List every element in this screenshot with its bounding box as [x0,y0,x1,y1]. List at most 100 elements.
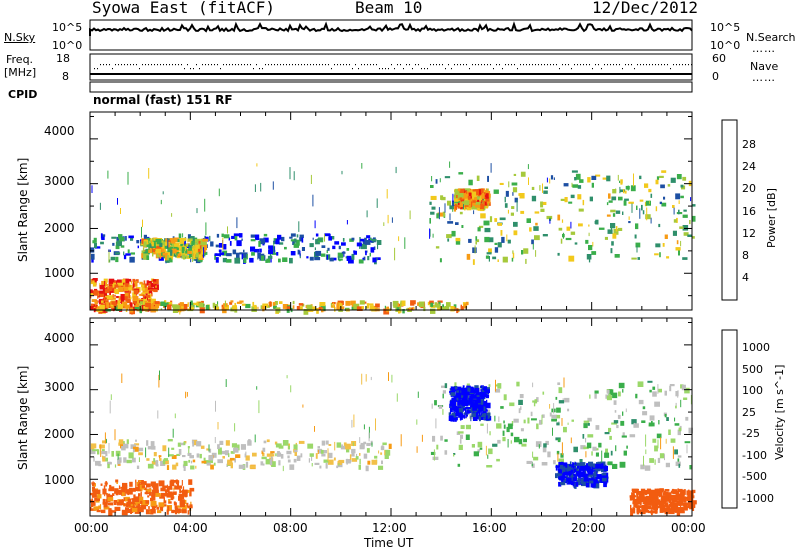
velocity-scatter-cell [593,471,597,476]
velocity-scatter-cell [461,389,467,396]
velocity-scatter-cell [644,492,651,495]
nsky-trace [89,21,693,36]
nave-dot [355,64,356,66]
velocity-scatter-cell [645,495,651,499]
power-scatter-cell [219,252,225,256]
power-scatter-cell [314,256,321,261]
power-scatter-cell [269,246,276,252]
power-scatter-cell [190,246,196,250]
velocity-scatter-cell [356,453,358,457]
power-scatter-cell [121,296,127,301]
power-scatter-cell [691,204,696,207]
power-scatter-cell [471,204,478,210]
velocity-ylabel: Slant Range [km] [16,365,30,470]
power-scatter-cell [205,222,207,236]
velocity-scatter-cell [567,422,569,425]
power-scatter-cell [542,201,547,205]
velocity-scatter-cell [113,502,117,505]
velocity-scatter-cell [586,463,590,468]
power-scatter-cell [273,241,275,254]
power-scatter-cell [118,299,125,303]
power-scatter-cell [610,248,613,254]
power-scatter-cell [623,189,625,194]
power-scatter-cell [148,240,151,244]
velocity-scatter-cell [249,465,256,469]
velocity-scatter-cell [579,459,583,463]
velocity-scatter-cell [132,449,135,453]
velocity-scatter-cell [645,505,652,510]
power-scatter-cell [316,308,319,314]
velocity-scatter-cell [477,398,481,404]
velocity-scatter-cell [179,489,181,494]
power-scatter-cell [173,237,179,242]
nave-dot [628,64,629,66]
power-scatter-cell [158,251,161,255]
velocity-scatter-cell [270,451,275,454]
xtick-0000: 00:00 [74,521,109,535]
power-scatter-cell [202,238,209,242]
velocity-scatter-cell [172,428,174,438]
velocity-scatter-cell [560,462,564,465]
nave-dot [340,64,341,66]
nave-dot [556,64,557,66]
velocity-scatter-cell [633,495,637,498]
velocity-scatter-cell [227,459,233,466]
nave-dot [529,64,530,66]
velocity-scatter-cell [262,463,265,466]
power-scatter-cell [132,278,136,283]
power-scatter-cell [181,246,185,251]
power-scatter-cell [129,302,133,308]
nave-dot [325,64,326,66]
nave-dot [391,64,392,66]
power-scatter-cell [159,243,163,247]
velocity-scatter-cell [162,459,166,465]
velocity-scatter-cell [580,471,584,475]
velocity-scatter-cell [572,477,577,482]
power-scatter-cell [273,305,277,309]
velocity-scatter-cell [652,494,655,499]
power-scatter-cell [655,179,659,185]
power-scatter-cell [366,235,371,239]
power-scatter-cell [434,302,437,308]
power-scatter-cell [639,199,644,202]
velocity-scatter-cell [465,407,471,410]
plot-title: Syowa East (fitACF) [92,0,276,17]
nave-dot [151,64,152,66]
velocity-scatter-cell [502,436,506,442]
velocity-scatter-cell [319,449,323,454]
velocity-scatter-cell [99,444,105,449]
power-scatter-cell [476,175,480,181]
velocity-scatter-cell [683,504,688,510]
power-scatter-cell [635,223,639,230]
nave-dot [439,64,440,66]
nave-dot [157,64,158,66]
power-scatter-cell [234,257,241,264]
power-scatter-cell [150,298,156,304]
nave-dot [430,64,431,66]
velocity-scatter-cell [293,458,297,463]
velocity-scatter-cell [642,411,648,416]
power-scatter-cell [246,254,248,260]
velocity-scatter-cell [128,487,133,491]
power-scatter-cell [150,306,156,313]
power-scatter-cell [195,244,200,250]
nave-dot [622,68,623,70]
power-scatter-cell [119,236,125,242]
power-scatter-cell [249,257,254,263]
power-scatter-cell [189,240,193,244]
velocity-scatter-cell [639,509,646,515]
velocity-scatter-cell [135,481,137,488]
velocity-scatter-cell [334,441,336,451]
velocity-scatter-cell [217,459,223,464]
power-scatter-cell [117,303,124,309]
power-scatter-cell [560,198,566,201]
power-scatter-cell [154,304,157,308]
velocity-scatter-cell [138,480,142,483]
power-scatter-cell [494,247,499,253]
velocity-scatter-cell [345,459,351,464]
nave-dot [625,64,626,66]
velocity-scatter-cell [607,461,613,466]
nave-dot [166,64,167,66]
power-scatter-cell [120,302,122,305]
velocity-scatter-cell [557,453,559,462]
